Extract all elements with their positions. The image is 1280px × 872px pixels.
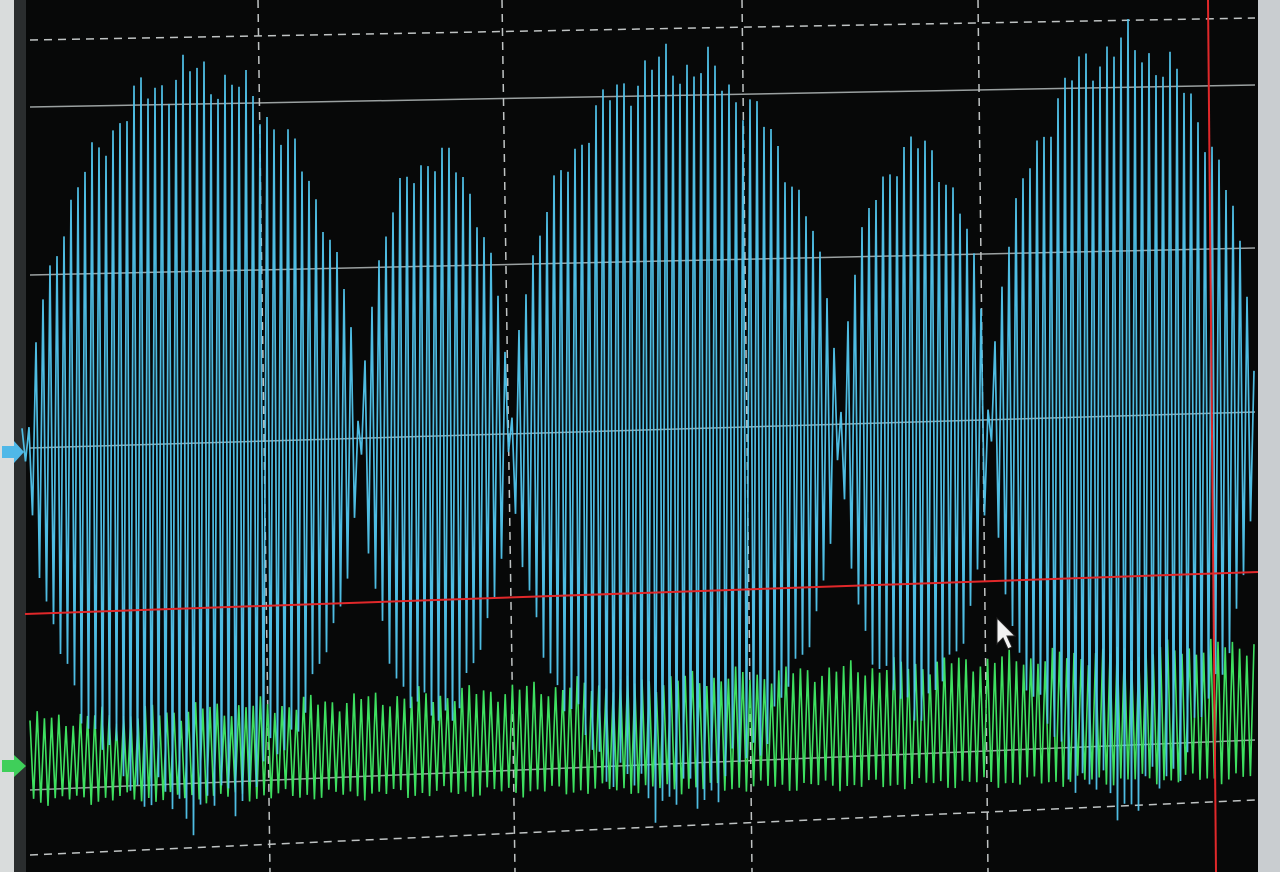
grid-line	[29, 84, 1256, 108]
cyan-trace	[21, 18, 1255, 836]
cursor-vertical	[1207, 0, 1217, 872]
left-bezel	[0, 0, 14, 872]
mouse-pointer	[996, 616, 1017, 650]
channel-1-marker	[2, 441, 24, 463]
right-bezel	[1258, 0, 1280, 872]
channel-2-marker	[2, 755, 26, 777]
traces	[21, 18, 1255, 836]
cursor-horizontal	[24, 571, 1259, 615]
left-margin	[14, 0, 26, 872]
